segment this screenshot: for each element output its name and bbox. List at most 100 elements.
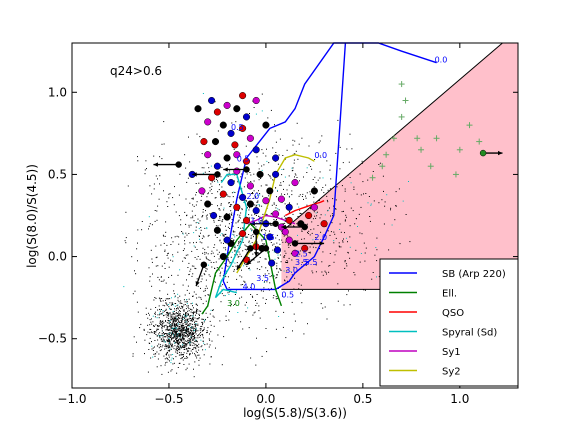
faint-source-point (169, 344, 171, 346)
faint-source-point (160, 335, 162, 337)
faint-source-point (177, 346, 179, 348)
faint-source-point (193, 291, 195, 293)
faint-source-point (281, 239, 283, 241)
faint-source-point (251, 230, 252, 232)
faint-source-point (193, 368, 194, 370)
legend-label-2: QSO (442, 308, 464, 319)
faint-source-point (167, 371, 169, 373)
faint-source-point (162, 344, 164, 346)
faint-source-point (221, 293, 223, 295)
faint-source-point (175, 328, 176, 330)
faint-source-point (182, 327, 184, 328)
faint-source-point (170, 348, 172, 350)
faint-source-point (315, 237, 317, 238)
faint-source-point (199, 238, 200, 240)
faint-source-point (178, 338, 180, 340)
faint-source-point (134, 290, 136, 292)
faint-source-point (199, 328, 201, 330)
faint-source-point (178, 349, 180, 350)
faint-source-point (201, 242, 203, 244)
faint-source-point (174, 303, 176, 304)
faint-source-point (267, 270, 269, 272)
faint-source-point (188, 310, 190, 312)
faint-source-point (193, 330, 195, 332)
faint-source-point (202, 335, 204, 337)
faint-source-point (167, 257, 169, 259)
faint-source-point (217, 205, 218, 207)
faint-source-point (207, 331, 208, 333)
faint-source-point (158, 353, 160, 355)
faint-source-point (199, 336, 201, 338)
faint-source-point (163, 143, 165, 145)
faint-source-point (162, 323, 164, 325)
faint-source-point (181, 317, 183, 319)
faint-source-point (180, 329, 182, 331)
faint-source-point (149, 337, 151, 339)
faint-source-point (216, 267, 218, 269)
faint-source-point (217, 130, 219, 132)
faint-source-point (186, 301, 188, 303)
faint-source-point (147, 317, 149, 319)
faint-source-point (283, 270, 285, 272)
faint-source-point (176, 372, 178, 374)
faint-source-point (192, 332, 193, 334)
faint-source-point (162, 321, 164, 322)
faint-source-point (175, 349, 177, 351)
faint-source-point (350, 182, 352, 184)
faint-source-point (223, 295, 225, 297)
large-source-point (239, 193, 247, 201)
redshift-label: 3.5 (295, 258, 308, 267)
faint-source-point (174, 295, 176, 297)
faint-source-point (276, 265, 278, 267)
faint-source-point (349, 246, 351, 248)
faint-source-point (283, 168, 285, 170)
faint-source-point (256, 294, 258, 295)
faint-source-point (174, 325, 176, 327)
faint-source-point (329, 188, 331, 190)
faint-source-point (300, 213, 302, 214)
faint-source-point (192, 327, 194, 329)
faint-source-point (265, 267, 267, 269)
faint-source-point (317, 179, 319, 181)
faint-source-point (251, 229, 253, 231)
faint-source-point (343, 210, 344, 212)
faint-source-point (172, 254, 174, 256)
faint-source-point (181, 354, 183, 356)
redshift-label: 0.0 (314, 151, 327, 160)
faint-source-point (166, 339, 168, 341)
faint-source-point (200, 328, 202, 330)
faint-source-point (293, 288, 295, 290)
large-source-point (213, 162, 221, 170)
faint-source-point (282, 223, 284, 225)
faint-source-point (360, 194, 362, 196)
faint-source-point (187, 331, 189, 333)
faint-source-point (190, 328, 192, 330)
limit-source-point (243, 166, 250, 173)
faint-source-point (193, 327, 195, 329)
faint-source-point (202, 193, 204, 195)
faint-source-point (161, 330, 163, 332)
faint-source-point (153, 183, 155, 185)
faint-source-point (232, 196, 234, 198)
large-source-point (252, 207, 260, 215)
faint-source-point (286, 262, 287, 263)
faint-source-point (190, 318, 192, 319)
faint-source-point (151, 193, 153, 195)
faint-source-point (203, 342, 205, 344)
faint-source-point (160, 323, 161, 325)
faint-source-point (196, 258, 198, 260)
faint-source-point (177, 347, 179, 349)
faint-source-point (279, 268, 281, 269)
faint-source-point (314, 159, 316, 160)
faint-source-point (242, 241, 244, 243)
faint-source-point (160, 365, 162, 367)
faint-source-point (291, 190, 293, 192)
faint-source-point (270, 287, 272, 289)
faint-source-point (183, 248, 185, 250)
faint-source-point (348, 290, 349, 292)
faint-source-point (342, 241, 344, 243)
faint-source-point (182, 334, 184, 336)
faint-source-point (283, 215, 285, 217)
faint-source-point (180, 352, 182, 354)
faint-source-point (388, 249, 390, 251)
